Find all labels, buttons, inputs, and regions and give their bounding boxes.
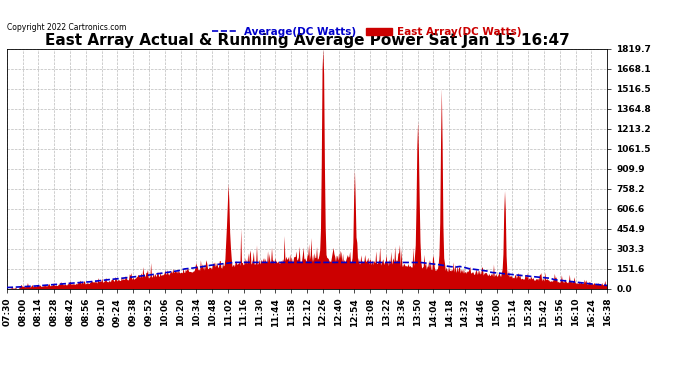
Title: East Array Actual & Running Average Power Sat Jan 15 16:47: East Array Actual & Running Average Powe… xyxy=(45,33,569,48)
Legend: Average(DC Watts), East Array(DC Watts): Average(DC Watts), East Array(DC Watts) xyxy=(208,23,526,41)
Text: Copyright 2022 Cartronics.com: Copyright 2022 Cartronics.com xyxy=(7,23,126,32)
